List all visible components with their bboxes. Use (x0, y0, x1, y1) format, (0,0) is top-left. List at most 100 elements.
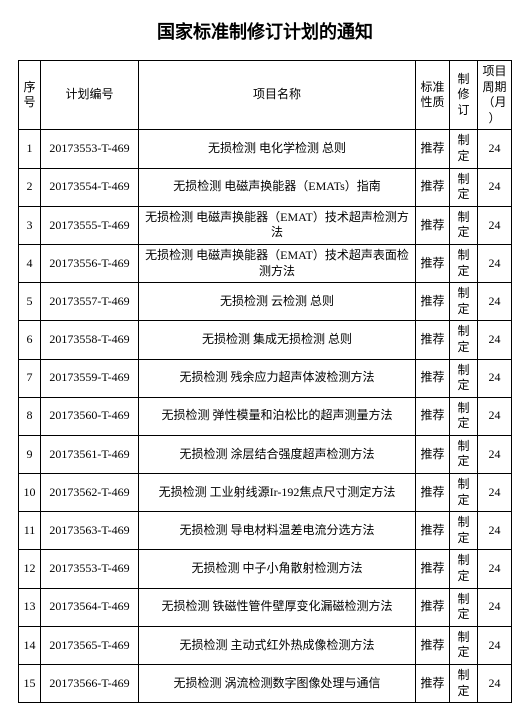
table-cell: 无损检测 电化学检测 总则 (139, 130, 416, 168)
table-cell: 24 (478, 130, 512, 168)
table-cell: 9 (19, 435, 41, 473)
table-cell: 20173563-T-469 (41, 512, 139, 550)
table-cell: 24 (478, 321, 512, 359)
table-cell: 制定 (450, 588, 478, 626)
table-cell: 20173554-T-469 (41, 168, 139, 206)
table-row: 1420173565-T-469无损检测 主动式红外热成像检测方法推荐制定24 (19, 626, 512, 664)
table-cell: 24 (478, 206, 512, 244)
table-row: 1520173566-T-469无损检测 涡流检测数字图像处理与通信推荐制定24 (19, 665, 512, 703)
table-cell: 24 (478, 626, 512, 664)
table-cell: 24 (478, 550, 512, 588)
table-cell: 制定 (450, 130, 478, 168)
table-row: 920173561-T-469无损检测 涂层结合强度超声检测方法推荐制定24 (19, 435, 512, 473)
table-row: 720173559-T-469无损检测 残余应力超声体波检测方法推荐制定24 (19, 359, 512, 397)
table-cell: 推荐 (416, 435, 450, 473)
table-cell: 制定 (450, 321, 478, 359)
page-title: 国家标准制修订计划的通知 (18, 18, 512, 44)
table-cell: 20173562-T-469 (41, 474, 139, 512)
table-cell: 制定 (450, 435, 478, 473)
table-cell: 制定 (450, 512, 478, 550)
table-cell: 20173561-T-469 (41, 435, 139, 473)
table-body: 120173553-T-469无损检测 电化学检测 总则推荐制定24220173… (19, 130, 512, 703)
table-cell: 无损检测 工业射线源Ir-192焦点尺寸测定方法 (139, 474, 416, 512)
table-cell: 无损检测 电磁声换能器（EMAT）技术超声表面检测方法 (139, 244, 416, 282)
table-cell: 无损检测 电磁声换能器（EMATs）指南 (139, 168, 416, 206)
table-cell: 24 (478, 283, 512, 321)
table-cell: 无损检测 残余应力超声体波检测方法 (139, 359, 416, 397)
table-cell: 1 (19, 130, 41, 168)
col-nature: 标准性质 (416, 61, 450, 130)
table-cell: 推荐 (416, 665, 450, 703)
table-cell: 制定 (450, 206, 478, 244)
table-cell: 无损检测 电磁声换能器（EMAT）技术超声检测方法 (139, 206, 416, 244)
table-cell: 推荐 (416, 206, 450, 244)
table-cell: 推荐 (416, 626, 450, 664)
table-cell: 13 (19, 588, 41, 626)
table-row: 520173557-T-469无损检测 云检测 总则推荐制定24 (19, 283, 512, 321)
table-cell: 7 (19, 359, 41, 397)
table-cell: 20173558-T-469 (41, 321, 139, 359)
table-cell: 推荐 (416, 474, 450, 512)
col-index: 序号 (19, 61, 41, 130)
table-row: 1120173563-T-469无损检测 导电材料温差电流分选方法推荐制定24 (19, 512, 512, 550)
table-cell: 无损检测 导电材料温差电流分选方法 (139, 512, 416, 550)
table-cell: 24 (478, 474, 512, 512)
table-cell: 制定 (450, 168, 478, 206)
table-cell: 20173553-T-469 (41, 130, 139, 168)
table-cell: 制定 (450, 550, 478, 588)
table-row: 1320173564-T-469无损检测 铁磁性管件壁厚变化漏磁检测方法推荐制定… (19, 588, 512, 626)
table-cell: 24 (478, 244, 512, 282)
table-row: 220173554-T-469无损检测 电磁声换能器（EMATs）指南推荐制定2… (19, 168, 512, 206)
table-cell: 制定 (450, 665, 478, 703)
table-cell: 无损检测 云检测 总则 (139, 283, 416, 321)
table-cell: 无损检测 中子小角散射检测方法 (139, 550, 416, 588)
table-cell: 20173557-T-469 (41, 283, 139, 321)
table-cell: 6 (19, 321, 41, 359)
table-cell: 20173560-T-469 (41, 397, 139, 435)
table-cell: 11 (19, 512, 41, 550)
col-plan-no: 计划编号 (41, 61, 139, 130)
table-row: 320173555-T-469无损检测 电磁声换能器（EMAT）技术超声检测方法… (19, 206, 512, 244)
table-cell: 24 (478, 359, 512, 397)
table-cell: 24 (478, 435, 512, 473)
table-cell: 10 (19, 474, 41, 512)
col-rev: 制修订 (450, 61, 478, 130)
table-cell: 推荐 (416, 283, 450, 321)
table-cell: 24 (478, 665, 512, 703)
table-row: 1220173553-T-469无损检测 中子小角散射检测方法推荐制定24 (19, 550, 512, 588)
table-cell: 20173555-T-469 (41, 206, 139, 244)
table-cell: 20173559-T-469 (41, 359, 139, 397)
table-cell: 推荐 (416, 397, 450, 435)
table-cell: 无损检测 铁磁性管件壁厚变化漏磁检测方法 (139, 588, 416, 626)
col-period: 项目周期（月） (478, 61, 512, 130)
col-project: 项目名称 (139, 61, 416, 130)
table-cell: 推荐 (416, 130, 450, 168)
table-cell: 20173556-T-469 (41, 244, 139, 282)
table-cell: 制定 (450, 244, 478, 282)
table-cell: 推荐 (416, 588, 450, 626)
table-cell: 2 (19, 168, 41, 206)
table-cell: 制定 (450, 359, 478, 397)
table-cell: 20173565-T-469 (41, 626, 139, 664)
table-cell: 20173553-T-469 (41, 550, 139, 588)
table-cell: 推荐 (416, 550, 450, 588)
table-row: 120173553-T-469无损检测 电化学检测 总则推荐制定24 (19, 130, 512, 168)
table-row: 820173560-T-469无损检测 弹性模量和泊松比的超声测量方法推荐制定2… (19, 397, 512, 435)
table-cell: 无损检测 涂层结合强度超声检测方法 (139, 435, 416, 473)
table-cell: 制定 (450, 626, 478, 664)
table-cell: 推荐 (416, 512, 450, 550)
table-cell: 无损检测 弹性模量和泊松比的超声测量方法 (139, 397, 416, 435)
table-cell: 推荐 (416, 168, 450, 206)
table-header-row: 序号 计划编号 项目名称 标准性质 制修订 项目周期（月） (19, 61, 512, 130)
table-cell: 制定 (450, 283, 478, 321)
table-cell: 5 (19, 283, 41, 321)
table-cell: 无损检测 涡流检测数字图像处理与通信 (139, 665, 416, 703)
table-cell: 制定 (450, 397, 478, 435)
table-cell: 12 (19, 550, 41, 588)
table-cell: 无损检测 集成无损检测 总则 (139, 321, 416, 359)
table-cell: 20173564-T-469 (41, 588, 139, 626)
table-cell: 20173566-T-469 (41, 665, 139, 703)
table-cell: 推荐 (416, 244, 450, 282)
table-row: 620173558-T-469无损检测 集成无损检测 总则推荐制定24 (19, 321, 512, 359)
table-cell: 15 (19, 665, 41, 703)
